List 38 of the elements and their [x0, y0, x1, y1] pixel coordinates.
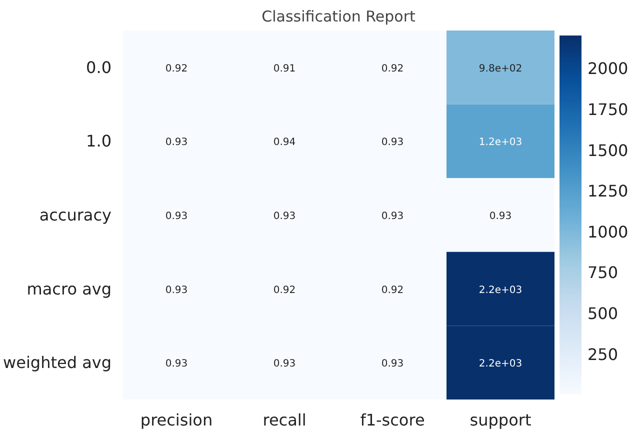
- data-label: 0.93: [165, 284, 188, 296]
- y-tick-label: weighted avg: [3, 353, 112, 372]
- y-tick-label: macro avg: [26, 279, 112, 298]
- x-tick-label: f1-score: [360, 410, 425, 430]
- data-label: 0.92: [165, 63, 188, 74]
- data-label: 0.92: [381, 63, 404, 74]
- y-tick-label: 1.0: [86, 132, 112, 151]
- data-label: 0.93: [165, 358, 188, 370]
- color-bar-label: 2000: [588, 59, 628, 78]
- data-label: 0.92: [381, 284, 404, 296]
- color-bar-label: 250: [588, 344, 618, 364]
- data-label: 0.93: [273, 211, 296, 222]
- color-bar-label: 1500: [588, 140, 628, 160]
- data-label: 9.8e+02: [478, 63, 522, 74]
- data-label: 1.2e+03: [478, 137, 522, 148]
- data-label: 0.93: [273, 358, 296, 370]
- x-tick-label: support: [470, 410, 532, 430]
- data-label: 0.94: [273, 137, 296, 148]
- data-label: 0.93: [165, 211, 188, 222]
- data-label: 0.93: [381, 358, 404, 370]
- color-bar-label: 500: [588, 304, 618, 324]
- data-label: 0.93: [381, 137, 404, 148]
- data-label: 0.93: [381, 211, 404, 222]
- color-bar-label: 1000: [588, 222, 628, 242]
- x-tick-label: recall: [262, 410, 306, 430]
- color-bar-label: 750: [588, 263, 618, 282]
- data-label: 2.2e+03: [478, 284, 522, 296]
- y-tick-label: 0.0: [86, 58, 112, 77]
- data-label: 0.92: [273, 284, 296, 296]
- x-tick-label: precision: [140, 410, 213, 430]
- data-label: 0.93: [165, 137, 188, 148]
- data-label: 0.93: [489, 211, 512, 222]
- color-bar-label: 1750: [588, 100, 628, 119]
- y-tick-label: accuracy: [39, 206, 112, 224]
- data-label: 2.2e+03: [478, 358, 522, 370]
- chart-title: Classification Report: [262, 8, 416, 26]
- data-label: 0.91: [273, 63, 296, 74]
- color-bar-label: 1250: [588, 182, 628, 201]
